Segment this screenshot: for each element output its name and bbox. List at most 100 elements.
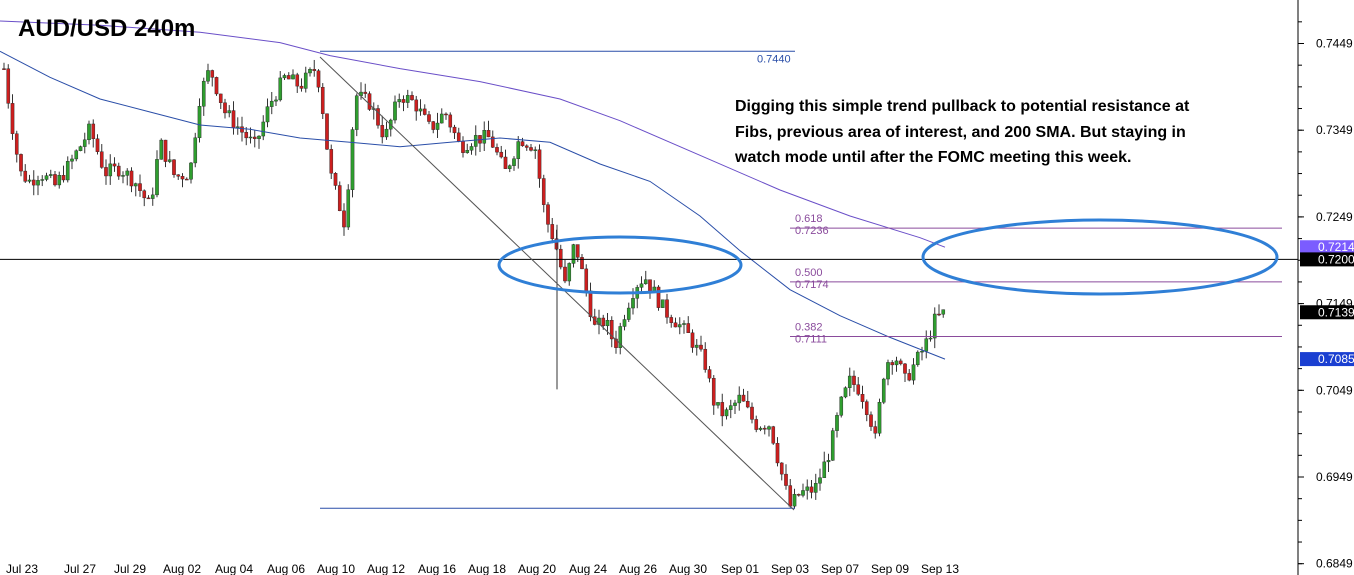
candle-body — [176, 174, 181, 177]
candle-body — [801, 490, 805, 496]
candle-body — [393, 101, 397, 121]
candle-body — [159, 139, 164, 160]
candle-body — [142, 190, 147, 199]
candle-body — [384, 128, 389, 138]
candle-body — [856, 384, 861, 395]
candle-body — [656, 286, 661, 308]
candle-body — [278, 77, 283, 101]
candle-body — [104, 167, 108, 177]
candle-body — [461, 141, 465, 153]
candle-body — [227, 110, 232, 114]
candle-body — [643, 279, 648, 285]
candle-body — [546, 204, 550, 225]
candle-body — [890, 362, 895, 366]
sma-fast-line — [0, 50, 946, 360]
candle-body — [193, 137, 198, 164]
candle-body — [82, 139, 87, 147]
candle-body — [48, 174, 53, 176]
candle-body — [282, 75, 287, 79]
candle-body — [614, 338, 618, 348]
x-tick-label: Aug 30 — [669, 562, 707, 575]
candle-body — [189, 162, 193, 180]
candle-body — [269, 100, 274, 107]
candle-body — [920, 350, 924, 353]
sma-200-line — [0, 20, 946, 248]
candle-body — [673, 322, 678, 328]
candle-body — [550, 224, 555, 239]
candle-body — [414, 99, 419, 112]
candle-body — [422, 108, 427, 115]
candle-body — [57, 175, 62, 186]
candle-body — [881, 378, 886, 403]
candle-body — [444, 113, 448, 116]
candle-body — [503, 156, 508, 169]
x-tick-label: Jul 29 — [114, 562, 146, 575]
candle-body — [818, 477, 822, 484]
price-tag-bg — [1300, 352, 1354, 367]
candle-body — [537, 149, 542, 179]
x-tick-label: Sep 03 — [771, 562, 809, 575]
candle-body — [329, 149, 334, 174]
price-tag-bg — [1300, 252, 1354, 267]
candle-body — [771, 426, 776, 444]
candle-body — [244, 132, 249, 139]
candle-body — [894, 360, 899, 366]
candle-body — [813, 483, 818, 493]
x-tick-label: Jul 23 — [6, 562, 38, 575]
candle-body — [231, 110, 236, 128]
candle-body — [639, 283, 644, 288]
candle-body — [758, 427, 763, 430]
candle-body — [435, 122, 440, 130]
candle-body — [507, 165, 512, 169]
candle-body — [775, 443, 780, 464]
candle-body — [299, 85, 304, 89]
candle-body — [584, 268, 589, 292]
y-tick-label: 0.6849 — [1316, 557, 1353, 571]
candle-body — [869, 414, 873, 427]
candle-body — [903, 363, 907, 374]
annotation-line-1: Digging this simple trend pullback to po… — [735, 98, 1190, 115]
candle-body — [529, 147, 533, 151]
candle-body — [694, 344, 699, 348]
candle-body — [605, 320, 610, 327]
candle-body — [767, 426, 771, 430]
candle-body — [363, 91, 368, 94]
candle-body — [380, 125, 385, 138]
area-of-interest-ellipse — [497, 235, 743, 295]
candle-body — [346, 189, 351, 228]
candle-body — [40, 179, 45, 181]
candle-body — [155, 159, 159, 196]
candle-body — [826, 460, 831, 463]
candle-body — [31, 179, 36, 186]
candle-body — [682, 323, 686, 325]
candle-body — [223, 102, 227, 114]
candle-body — [418, 108, 423, 112]
x-tick-label: Aug 26 — [619, 562, 657, 575]
candle-body — [711, 378, 716, 406]
target-zone-ellipse — [921, 218, 1279, 296]
x-tick-label: Aug 02 — [163, 562, 201, 575]
candle-body — [486, 130, 491, 138]
candle-body — [350, 129, 355, 190]
candle-body — [622, 319, 627, 327]
candle-body — [320, 87, 325, 114]
candle-body — [274, 99, 278, 102]
candle-body — [6, 68, 11, 104]
candle-body — [14, 133, 19, 155]
candle-body — [852, 375, 856, 385]
candle-body — [877, 402, 882, 434]
candle-body — [184, 178, 189, 181]
candle-body — [448, 114, 453, 128]
candle-body — [116, 165, 121, 177]
chart-title: AUD/USD 240m — [18, 15, 195, 42]
candle-body — [907, 373, 912, 381]
candle-body — [19, 154, 23, 172]
candle-body — [716, 402, 720, 406]
candle-body — [206, 70, 210, 82]
candle-body — [265, 106, 270, 123]
candle-body — [342, 210, 346, 228]
candle-body — [354, 95, 359, 130]
x-tick-label: Sep 13 — [921, 562, 959, 575]
y-tick-label: 0.7049 — [1316, 383, 1353, 397]
